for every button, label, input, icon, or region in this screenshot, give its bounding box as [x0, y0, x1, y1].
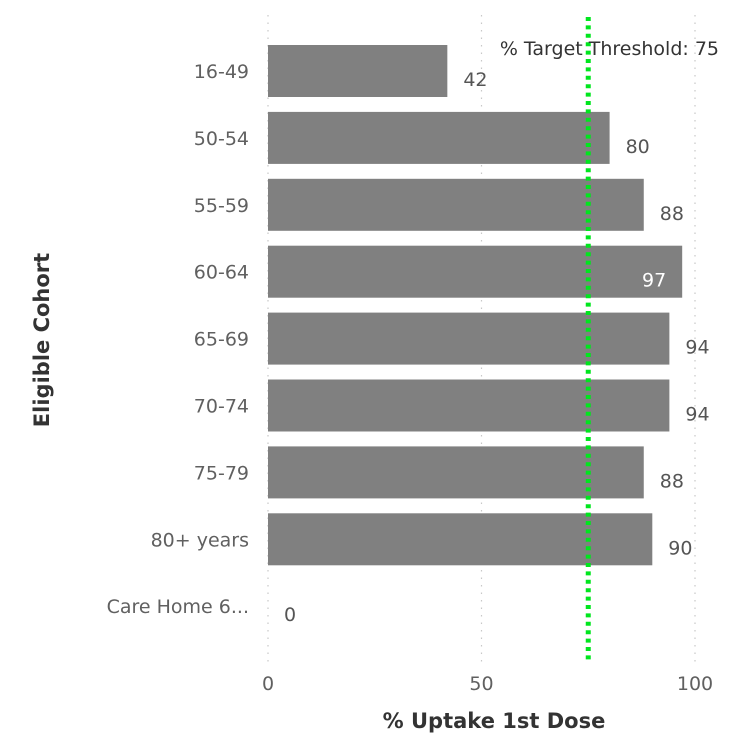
x-tick-label: 0 — [262, 673, 274, 695]
data-label: 0 — [284, 604, 296, 626]
category-label: 50-54 — [194, 128, 249, 150]
data-label: 90 — [668, 537, 692, 559]
bar-2 — [268, 111, 610, 164]
x-tick-labels: 0 50 100 — [262, 673, 713, 695]
x-tick-label: 50 — [469, 673, 493, 695]
data-label: 94 — [685, 337, 709, 359]
data-label: 80 — [626, 136, 650, 158]
data-label: 97 — [642, 270, 666, 292]
x-tick-label: 100 — [677, 673, 713, 695]
data-label: 88 — [660, 470, 684, 492]
category-label: Care Home 6... — [107, 596, 249, 618]
category-label: 55-59 — [194, 195, 249, 217]
category-label: 70-74 — [194, 396, 249, 418]
y-axis-title: Eligible Cohort — [30, 253, 54, 427]
category-labels: 16-49 50-54 55-59 60-64 65-69 70-74 75-79 80+ y… — [107, 61, 249, 618]
data-label: 94 — [685, 404, 709, 426]
bars — [268, 45, 683, 566]
target-threshold-label: % Target Threshold: 75 — [500, 38, 719, 60]
data-label: 88 — [660, 203, 684, 225]
category-label: 80+ years — [151, 529, 249, 551]
bar-7 — [268, 446, 644, 499]
x-axis-title: % Uptake 1st Dose — [383, 709, 606, 733]
reference-line-group: % Target Threshold: 75 — [500, 17, 719, 662]
category-label: 65-69 — [194, 329, 249, 351]
category-label: 60-64 — [194, 262, 249, 284]
bar-8 — [268, 513, 653, 566]
category-label: 75-79 — [194, 462, 249, 484]
bar-3 — [268, 178, 644, 231]
bar-1 — [268, 45, 448, 97]
bar-4 — [268, 245, 683, 298]
data-label: 42 — [463, 69, 487, 91]
bar-5 — [268, 312, 670, 365]
category-label: 16-49 — [194, 61, 249, 83]
data-labels: 42 80 88 97 94 94 88 90 0 — [284, 69, 710, 626]
bar-6 — [268, 379, 670, 432]
